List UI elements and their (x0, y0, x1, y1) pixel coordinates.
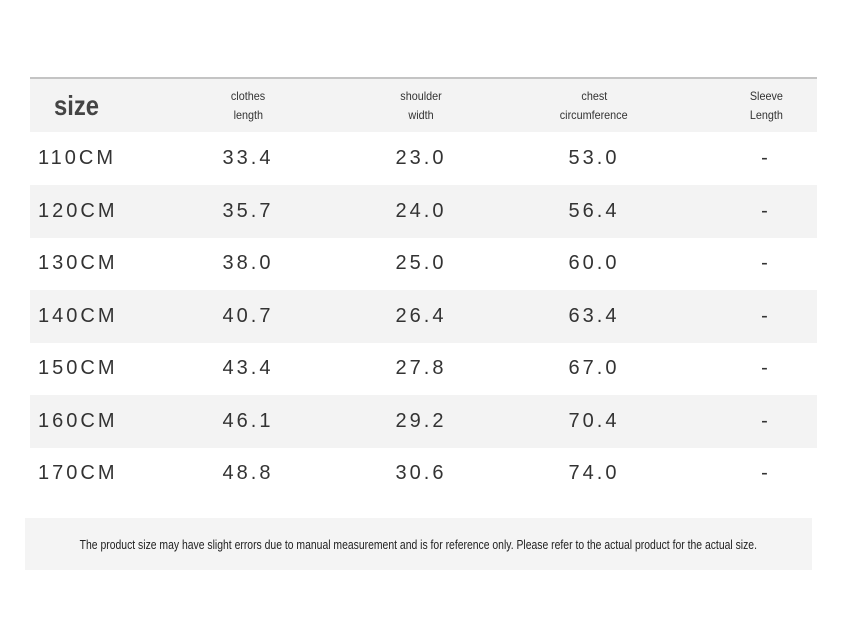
table-row: 120CM 35.7 24.0 56.4 - (30, 184, 817, 238)
header-row: size clothes length shoulder width chest circu… (30, 79, 817, 132)
table-cell: - (761, 409, 771, 432)
table-cell: 74.0 (568, 462, 620, 484)
table-cell: 60.0 (568, 252, 620, 274)
table-cell: 150CM (38, 357, 118, 379)
table-row: 110CM 33.4 23.0 53.0 - (30, 132, 817, 185)
table-row: 160CM 46.1 29.2 70.4 - (30, 394, 817, 448)
table-cell: 26.4 (395, 304, 447, 327)
table-cell: 43.4 (222, 357, 274, 379)
table-cell: 170CM (38, 462, 118, 484)
header-text: chest (581, 88, 607, 103)
table-cell: 110CM (38, 147, 116, 169)
table-cell: 70.4 (568, 409, 620, 432)
header-text: Length (749, 107, 783, 122)
table-cell: 38.0 (222, 252, 274, 274)
table-cell: 40.7 (222, 304, 274, 327)
header-cell: Sleeve Length (691, 79, 841, 132)
table-row: 140CM 40.7 26.4 63.4 - (30, 289, 817, 343)
header-text: width (408, 107, 434, 122)
table-cell: 48.8 (222, 462, 274, 484)
table-cell: 130CM (38, 252, 118, 274)
header-text: length (233, 107, 263, 122)
table-cell: - (761, 357, 771, 379)
header-text: shoulder (400, 88, 442, 103)
header-text: size (54, 89, 99, 121)
footnote: The product size may have slight errors … (79, 536, 758, 552)
header-cell: chest circumference (519, 79, 669, 132)
header-text: Sleeve (749, 88, 783, 103)
table-cell: 23.0 (395, 147, 447, 169)
table-row: 130CM 38.0 25.0 60.0 - (30, 237, 817, 290)
table-cell: 25.0 (395, 252, 447, 274)
table-cell: 27.8 (395, 357, 447, 379)
table-cell: 24.0 (395, 199, 447, 222)
table-cell: - (761, 147, 771, 169)
table-cell: - (761, 252, 771, 274)
header-text: circumference (560, 107, 628, 122)
footnote-box: The product size may have slight errors … (25, 518, 812, 570)
divider (30, 77, 817, 79)
table-cell: 56.4 (568, 199, 620, 222)
table-cell: 160CM (38, 409, 118, 432)
table-cell: 53.0 (568, 147, 620, 169)
table-cell: - (761, 304, 771, 327)
header-cell: clothes length (173, 79, 323, 132)
header-text: clothes (230, 88, 266, 103)
table-cell: 140CM (38, 304, 118, 327)
table-cell: - (761, 462, 771, 484)
table-cell: 35.7 (222, 199, 274, 222)
table-cell: 30.6 (395, 462, 447, 484)
table-cell: 67.0 (568, 357, 620, 379)
table-row: 170CM 48.8 30.6 74.0 - (30, 447, 817, 500)
table-cell: 46.1 (222, 409, 274, 432)
table-cell: - (761, 199, 771, 222)
header-cell: size (54, 79, 174, 132)
header-cell: shoulder width (346, 79, 496, 132)
table-cell: 29.2 (395, 409, 447, 432)
table-cell: 33.4 (222, 147, 274, 169)
table-cell: 63.4 (568, 304, 620, 327)
table-cell: 120CM (38, 199, 118, 222)
table-row: 150CM 43.4 27.8 67.0 - (30, 342, 817, 395)
